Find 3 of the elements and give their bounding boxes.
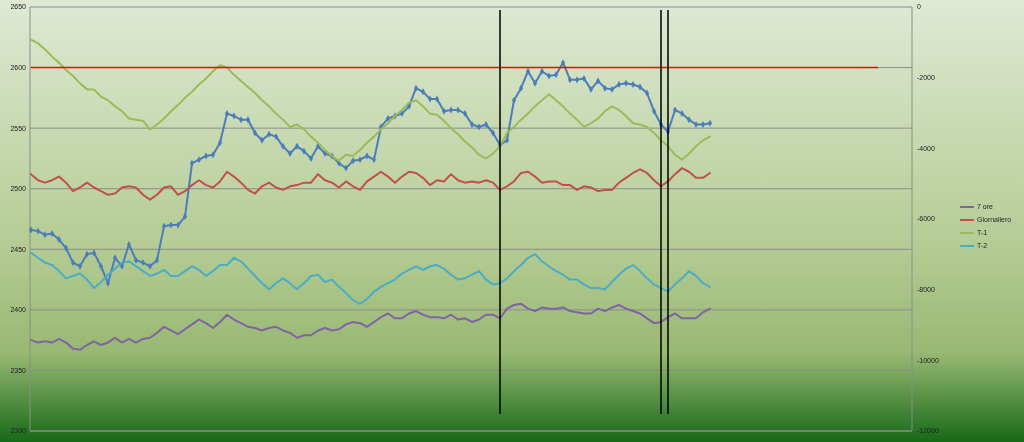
- line-series: [30, 302, 711, 351]
- line-series: [30, 251, 711, 305]
- line-series: [30, 167, 711, 201]
